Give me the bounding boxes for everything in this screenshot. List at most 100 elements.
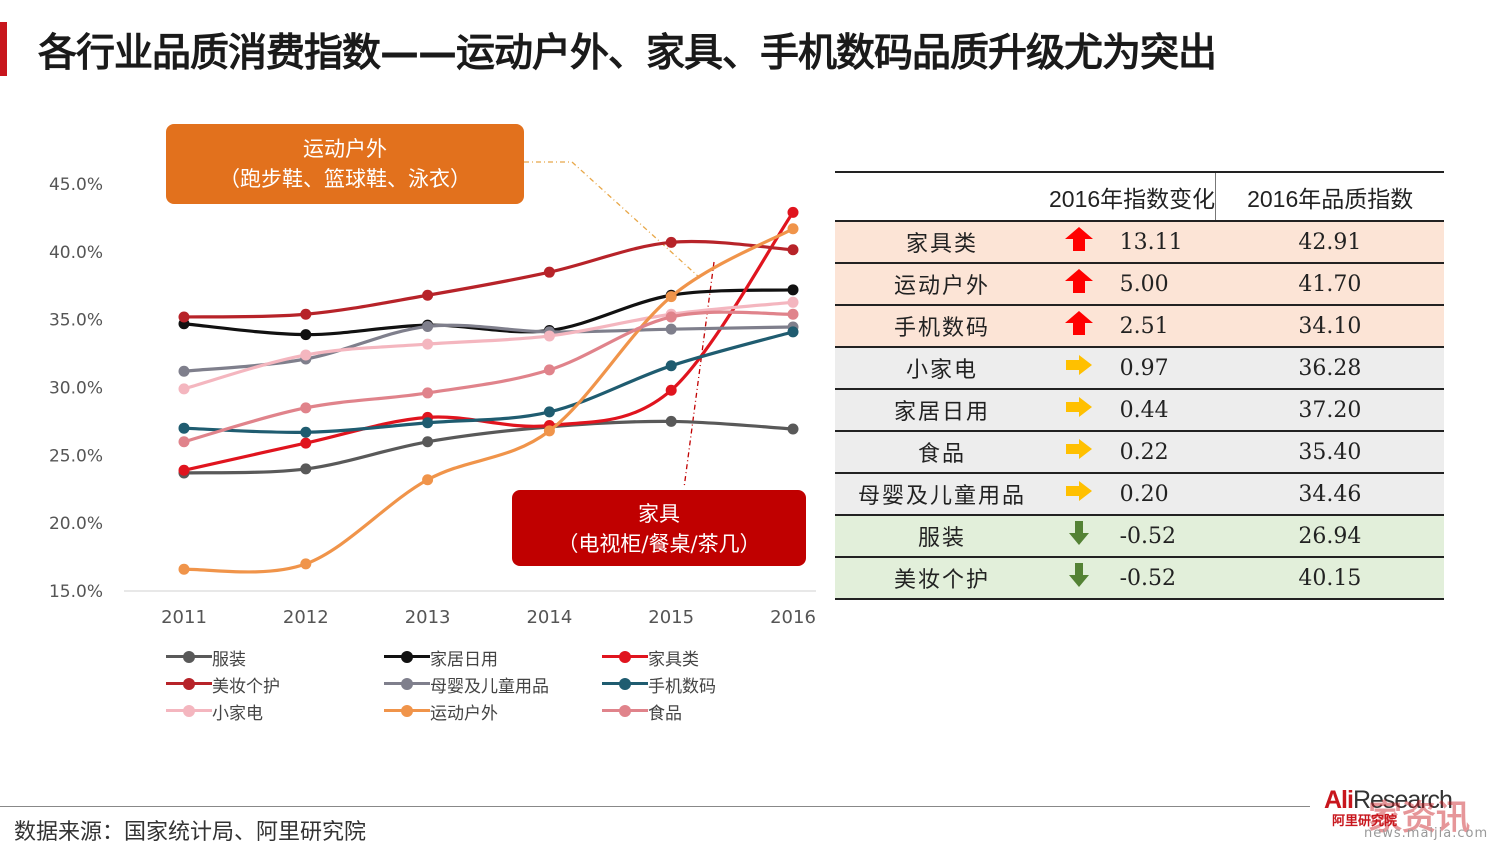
data-point — [178, 422, 190, 434]
data-point — [543, 266, 555, 278]
data-point — [300, 402, 312, 414]
data-point — [787, 308, 799, 320]
callout-sport-outdoor: 运动户外 （跑步鞋、篮球鞋、泳衣） — [166, 124, 524, 204]
row-quality: 26.94 — [1215, 515, 1445, 558]
data-point — [665, 415, 677, 427]
series-line — [183, 227, 794, 574]
row-category: 运动户外 — [835, 263, 1049, 306]
legend-dot — [401, 678, 413, 690]
series-手机数码 — [178, 326, 799, 438]
row-quality: 37.20 — [1215, 389, 1445, 432]
row-quality: 42.91 — [1215, 221, 1445, 264]
row-trend — [1049, 515, 1110, 558]
down-arrow-icon — [1069, 521, 1090, 545]
series-line — [183, 330, 794, 434]
data-point — [300, 558, 312, 570]
x-tick-label: 2013 — [405, 607, 451, 628]
row-trend — [1049, 305, 1110, 348]
header-quality: 2016年品质指数 — [1215, 171, 1445, 222]
legend-swatch — [166, 671, 212, 697]
watermark-text: 家资讯 — [1368, 798, 1470, 838]
aliresearch-logo: AliResearch 阿里研究院 — [1324, 786, 1453, 828]
callout-furniture-detail: （电视柜/餐桌/茶几） — [557, 532, 761, 556]
row-quality: 41.70 — [1215, 263, 1445, 306]
row-trend — [1049, 557, 1110, 600]
y-tick-label: 40.0% — [49, 243, 103, 263]
series-小家电 — [178, 296, 799, 395]
data-point — [787, 296, 799, 308]
data-point — [300, 349, 312, 361]
table-row: 服装 -0.52 26.94 — [835, 515, 1445, 558]
data-point — [665, 236, 677, 248]
data-point — [422, 417, 434, 429]
data-point — [787, 244, 799, 256]
watermark-url: news.maijia.com — [1364, 826, 1489, 841]
table-row: 家居日用 0.44 37.20 — [835, 389, 1445, 432]
legend-swatch — [166, 698, 212, 724]
series-line — [183, 323, 794, 373]
row-quality: 34.46 — [1215, 473, 1445, 516]
legend-swatch — [602, 671, 648, 697]
legend-item: 运动户外 — [384, 698, 498, 724]
data-point — [300, 426, 312, 438]
right-arrow-icon — [1066, 481, 1093, 501]
data-point — [300, 437, 312, 449]
y-tick-label: 30.0% — [49, 379, 103, 399]
series-line — [183, 239, 794, 319]
data-point — [422, 320, 434, 332]
row-category: 家具类 — [835, 221, 1049, 264]
legend-swatch — [602, 698, 648, 724]
quality-index-table: 2016年指数变化 2016年品质指数 家具类 13.11 42.91 运动户外 5.0… — [835, 171, 1445, 600]
series-line — [183, 300, 794, 391]
data-point — [665, 384, 677, 396]
data-point — [422, 289, 434, 301]
data-point — [787, 423, 799, 435]
table-row: 小家电 0.97 36.28 — [835, 347, 1445, 390]
series-line — [183, 288, 794, 337]
legend-swatch — [384, 671, 430, 697]
legend-label: 运动户外 — [430, 703, 498, 724]
y-tick-label: 25.0% — [49, 446, 103, 466]
row-trend — [1049, 221, 1110, 264]
callout-sport-detail: （跑步鞋、篮球鞋、泳衣） — [219, 167, 471, 191]
data-point — [787, 223, 799, 235]
data-point — [178, 436, 190, 448]
legend-item: 服装 — [166, 644, 246, 670]
legend-dot — [401, 651, 413, 663]
legend-item: 食品 — [602, 698, 682, 724]
right-arrow-icon — [1066, 355, 1093, 375]
legend-dot — [619, 651, 631, 663]
row-category: 家居日用 — [835, 389, 1049, 432]
logo-subtitle: 阿里研究院 — [1332, 813, 1398, 828]
data-point — [178, 311, 190, 323]
row-category: 母婴及儿童用品 — [835, 473, 1049, 516]
row-category: 食品 — [835, 431, 1049, 474]
data-point — [178, 383, 190, 395]
x-tick-label: 2012 — [283, 607, 329, 628]
legend-label: 家具类 — [648, 649, 699, 670]
leader-line-furniture — [683, 261, 715, 489]
series-服装 — [178, 415, 799, 479]
data-point — [178, 563, 190, 575]
data-point — [787, 284, 799, 296]
legend-label: 服装 — [212, 649, 246, 670]
data-point — [422, 338, 434, 350]
legend-dot — [183, 705, 195, 717]
down-arrow-icon — [1069, 563, 1090, 587]
legend-swatch — [384, 644, 430, 670]
legend-dot — [183, 678, 195, 690]
logo-ali: Ali — [1324, 786, 1354, 814]
y-tick-label: 15.0% — [49, 582, 103, 602]
row-category: 服装 — [835, 515, 1049, 558]
x-tick-label: 2014 — [526, 607, 572, 628]
series-运动户外 — [178, 223, 799, 575]
row-change: -0.52 — [1109, 515, 1216, 558]
legend-dot — [183, 651, 195, 663]
right-arrow-icon — [1066, 439, 1093, 459]
line-chart: 45.0% 40.0% 35.0% 30.0% 25.0% 20.0% 15.0% 2011 2… — [49, 161, 816, 628]
y-tick-label: 45.0% — [49, 175, 103, 195]
data-point — [665, 360, 677, 372]
callout-furniture: 家具 （电视柜/餐桌/茶几） — [512, 490, 806, 566]
legend-item: 家具类 — [602, 644, 699, 670]
x-tick-label: 2015 — [648, 607, 694, 628]
